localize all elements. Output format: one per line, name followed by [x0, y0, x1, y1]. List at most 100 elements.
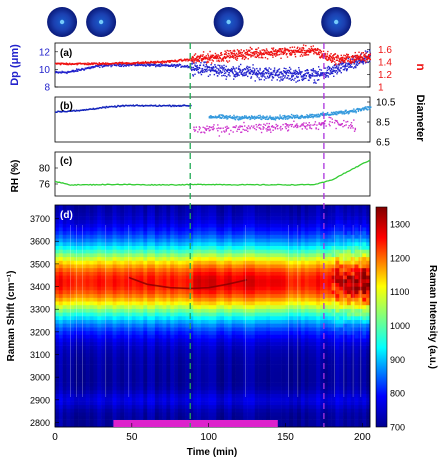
heatmap-cell — [58, 267, 63, 272]
heatmap-cell — [193, 408, 198, 413]
panel-b-point — [268, 116, 270, 118]
panel-b-point — [123, 105, 125, 108]
heatmap-cell — [170, 227, 175, 232]
panel-a-point — [337, 55, 339, 57]
heatmap-cell — [78, 205, 83, 209]
panel-b-point — [232, 131, 234, 133]
panel-a-point — [314, 51, 316, 53]
panel-a-point — [311, 72, 313, 75]
panel-a-right-tick: 1.2 — [378, 70, 392, 81]
panel-b-point — [154, 105, 156, 107]
panel-b-point — [70, 110, 72, 112]
heatmap-cell — [127, 312, 133, 317]
panel-b-point — [260, 116, 262, 118]
heatmap-cell — [89, 404, 94, 409]
panel-b-point — [155, 105, 158, 107]
heatmap-cell — [143, 378, 148, 383]
heatmap-cell — [108, 249, 113, 254]
heatmap-cell — [193, 290, 198, 295]
heatmap-cell — [127, 208, 133, 213]
heatmap-cell — [166, 275, 171, 280]
panel-b-point — [229, 114, 231, 117]
heatmap-cell — [108, 260, 113, 265]
panel-a-point — [72, 69, 75, 72]
panel-a-point — [178, 64, 180, 66]
panel-b-point — [94, 108, 96, 110]
heatmap-cell — [143, 341, 148, 346]
panel-a-point — [309, 77, 312, 79]
heatmap-cell — [166, 293, 171, 298]
panel-b-point — [297, 116, 300, 119]
heatmap-cell — [112, 249, 117, 254]
heatmap-cell — [93, 341, 98, 346]
panel-b-point — [237, 126, 240, 128]
heatmap-cell — [154, 364, 160, 369]
heatmap-cell — [93, 253, 98, 258]
panel-b-point — [211, 128, 214, 131]
heatmap-cell — [127, 260, 133, 265]
heatmap-cell — [97, 286, 102, 291]
panel-b-point — [337, 123, 340, 125]
panel-a-point — [110, 65, 112, 68]
panel-a-point — [249, 49, 251, 52]
panel-a-point — [369, 57, 371, 60]
heatmap-cell — [193, 415, 198, 420]
panel-b-point — [331, 121, 333, 124]
panel-a-point — [242, 56, 244, 59]
heatmap-cell — [139, 415, 144, 420]
heatmap-cell — [135, 230, 140, 235]
panel-b-point — [368, 108, 370, 110]
heatmap-cell — [193, 249, 198, 254]
heatmap-cell — [124, 253, 129, 258]
panel-a-point — [268, 67, 270, 69]
panel-a-point — [351, 55, 354, 57]
heatmap-cell — [162, 367, 167, 372]
panel-a-point — [217, 68, 220, 70]
heatmap-cell — [81, 382, 87, 387]
heatmap-cell — [131, 382, 136, 387]
heatmap-cell — [174, 334, 179, 339]
heatmap-cell — [158, 260, 163, 265]
heatmap-cell — [181, 345, 186, 350]
panel-a-point — [336, 67, 339, 70]
panel-a-point — [193, 69, 196, 71]
heatmap-cell — [78, 408, 83, 413]
heatmap-cell — [154, 356, 160, 361]
panel-a-series — [55, 44, 372, 84]
heatmap-cell — [78, 286, 83, 291]
heatmap-cell — [177, 382, 183, 387]
panel-b-point — [252, 126, 254, 129]
panel-b-point — [343, 112, 345, 115]
panel-b-point — [221, 116, 224, 118]
heatmap-cell — [177, 271, 183, 276]
panel-a-point — [170, 64, 173, 67]
heatmap-cell — [104, 256, 110, 261]
heatmap-cell — [166, 286, 171, 291]
heatmap-cell — [131, 208, 136, 213]
panel-a-point — [244, 68, 247, 71]
panel-a-point — [231, 52, 233, 54]
heatmap-cell — [154, 264, 160, 269]
heatmap-cell — [131, 256, 136, 261]
heatmap-cell — [166, 316, 171, 320]
heatmap-cell — [154, 267, 160, 272]
panel-a-point — [91, 62, 93, 64]
panel-b-point — [100, 107, 102, 109]
heatmap-cell — [174, 353, 179, 357]
panel-b-point — [271, 117, 274, 119]
heatmap-cell — [97, 371, 102, 376]
heatmap-cell — [116, 397, 121, 402]
heatmap-cell — [174, 390, 179, 394]
panel-a-point — [312, 67, 315, 70]
heatmap-cell — [154, 345, 160, 350]
heatmap-cell — [101, 412, 106, 417]
heatmap-cell — [101, 408, 106, 413]
panel-a-point — [152, 64, 155, 67]
panel-b-point — [148, 104, 151, 107]
panel-a-point — [299, 47, 301, 49]
panel-a-point — [326, 67, 328, 69]
particle-core — [226, 19, 231, 25]
panel-a-point — [364, 55, 367, 57]
heatmap-cell — [85, 397, 90, 402]
panel-a-point — [169, 65, 171, 67]
